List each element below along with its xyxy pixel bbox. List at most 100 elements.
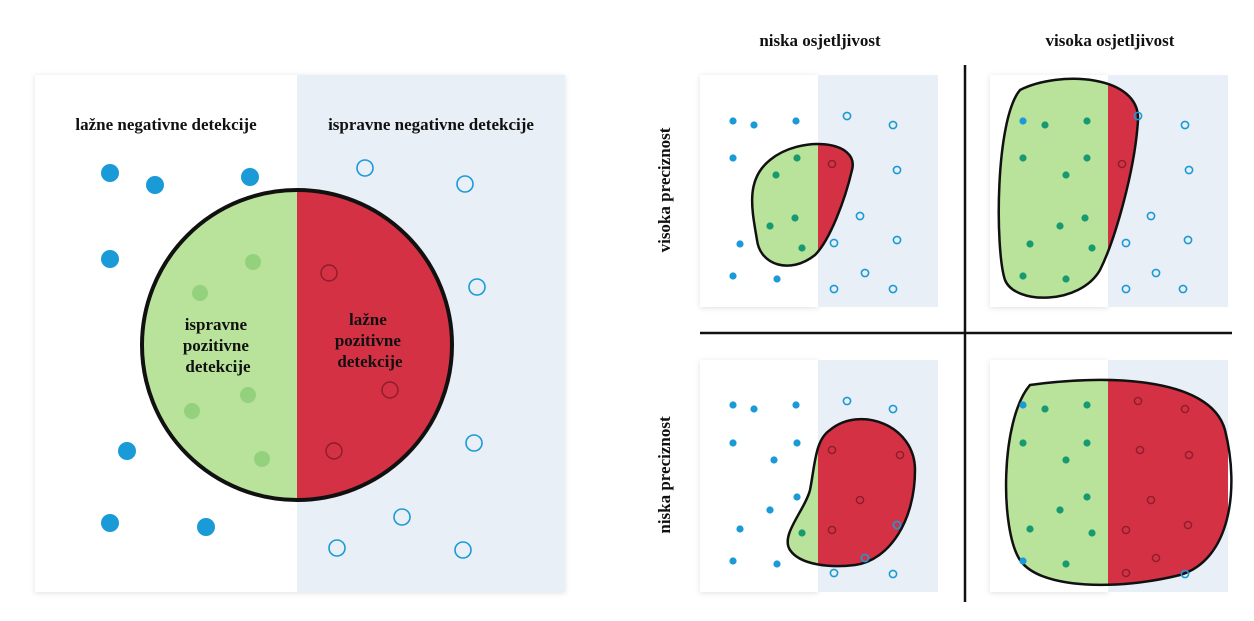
dot [356, 159, 374, 177]
dot [766, 506, 774, 514]
dot [888, 569, 898, 579]
dot [381, 381, 399, 399]
dot [454, 541, 472, 559]
dot [855, 211, 865, 221]
dot [1184, 450, 1194, 460]
dot [1062, 456, 1070, 464]
row-label: niska preciznost [655, 416, 674, 534]
dot [101, 514, 119, 532]
dot [772, 171, 780, 179]
column-label: visoka osjetljivost [1046, 31, 1175, 50]
dot [860, 268, 870, 278]
dot [766, 222, 774, 230]
dot [1180, 404, 1190, 414]
blob-outline [997, 77, 1140, 299]
dot [1019, 272, 1027, 280]
column-label: niska osjetljivost [759, 31, 881, 50]
dot [1062, 560, 1070, 568]
dot [773, 560, 781, 568]
dot [729, 401, 737, 409]
dot [241, 168, 259, 186]
dot [1041, 121, 1049, 129]
dot [101, 250, 119, 268]
label-line: ispravne [185, 315, 248, 334]
dot [1056, 506, 1064, 514]
dot [1062, 171, 1070, 179]
dot [829, 238, 839, 248]
dot [729, 154, 737, 162]
dot [1019, 557, 1027, 565]
dot [393, 508, 411, 526]
blob-false [1108, 379, 1228, 585]
dot [1056, 222, 1064, 230]
dot [245, 254, 261, 270]
dot [1019, 154, 1027, 162]
panel [990, 360, 1233, 592]
panel [700, 75, 938, 307]
dot [798, 244, 806, 252]
dot [729, 557, 737, 565]
label-line: detekcije [185, 357, 251, 376]
dot [855, 495, 865, 505]
dot [842, 396, 852, 406]
dot [792, 117, 800, 125]
dot [1121, 238, 1131, 248]
dot [892, 165, 902, 175]
dot [1088, 244, 1096, 252]
dot [101, 164, 119, 182]
dot [895, 450, 905, 460]
dot [1133, 396, 1143, 406]
dot [1088, 529, 1096, 537]
dot [1121, 568, 1131, 578]
dot [827, 525, 837, 535]
label-line: detekcije [337, 352, 403, 371]
dot [1121, 284, 1131, 294]
dot [793, 493, 801, 501]
label-line: lažne [349, 310, 387, 329]
dot [1146, 495, 1156, 505]
dot [791, 214, 799, 222]
dot [1183, 235, 1193, 245]
dot [1026, 525, 1034, 533]
dot [892, 520, 902, 530]
dot [1146, 211, 1156, 221]
dot [1135, 445, 1145, 455]
dot [773, 275, 781, 283]
dot [328, 539, 346, 557]
dot [888, 284, 898, 294]
dot [465, 434, 483, 452]
dot [1184, 165, 1194, 175]
dot [240, 387, 256, 403]
dot [1151, 268, 1161, 278]
dot [792, 401, 800, 409]
blob-outline [786, 418, 917, 568]
label: lažne pozitivne detekcije [335, 310, 405, 371]
dot [793, 154, 801, 162]
dot [468, 278, 486, 296]
dot [325, 442, 343, 460]
dot [827, 159, 837, 169]
dot [1183, 520, 1193, 530]
dot [729, 272, 737, 280]
dot [1019, 117, 1027, 125]
dot [729, 439, 737, 447]
panel [990, 75, 1228, 307]
dot [750, 121, 758, 129]
blob-outline [750, 142, 854, 267]
dot [888, 120, 898, 130]
dot [1083, 401, 1091, 409]
dot [798, 529, 806, 537]
dot [1121, 525, 1131, 535]
dot [1178, 284, 1188, 294]
row-label: visoka preciznost [655, 127, 674, 252]
dot [1083, 493, 1091, 501]
dot [750, 405, 758, 413]
dot [1026, 240, 1034, 248]
dot [829, 568, 839, 578]
dot [197, 518, 215, 536]
dot [1019, 439, 1027, 447]
dot [146, 176, 164, 194]
dot [827, 445, 837, 455]
label: ispravne pozitivne detekcije [183, 315, 253, 376]
